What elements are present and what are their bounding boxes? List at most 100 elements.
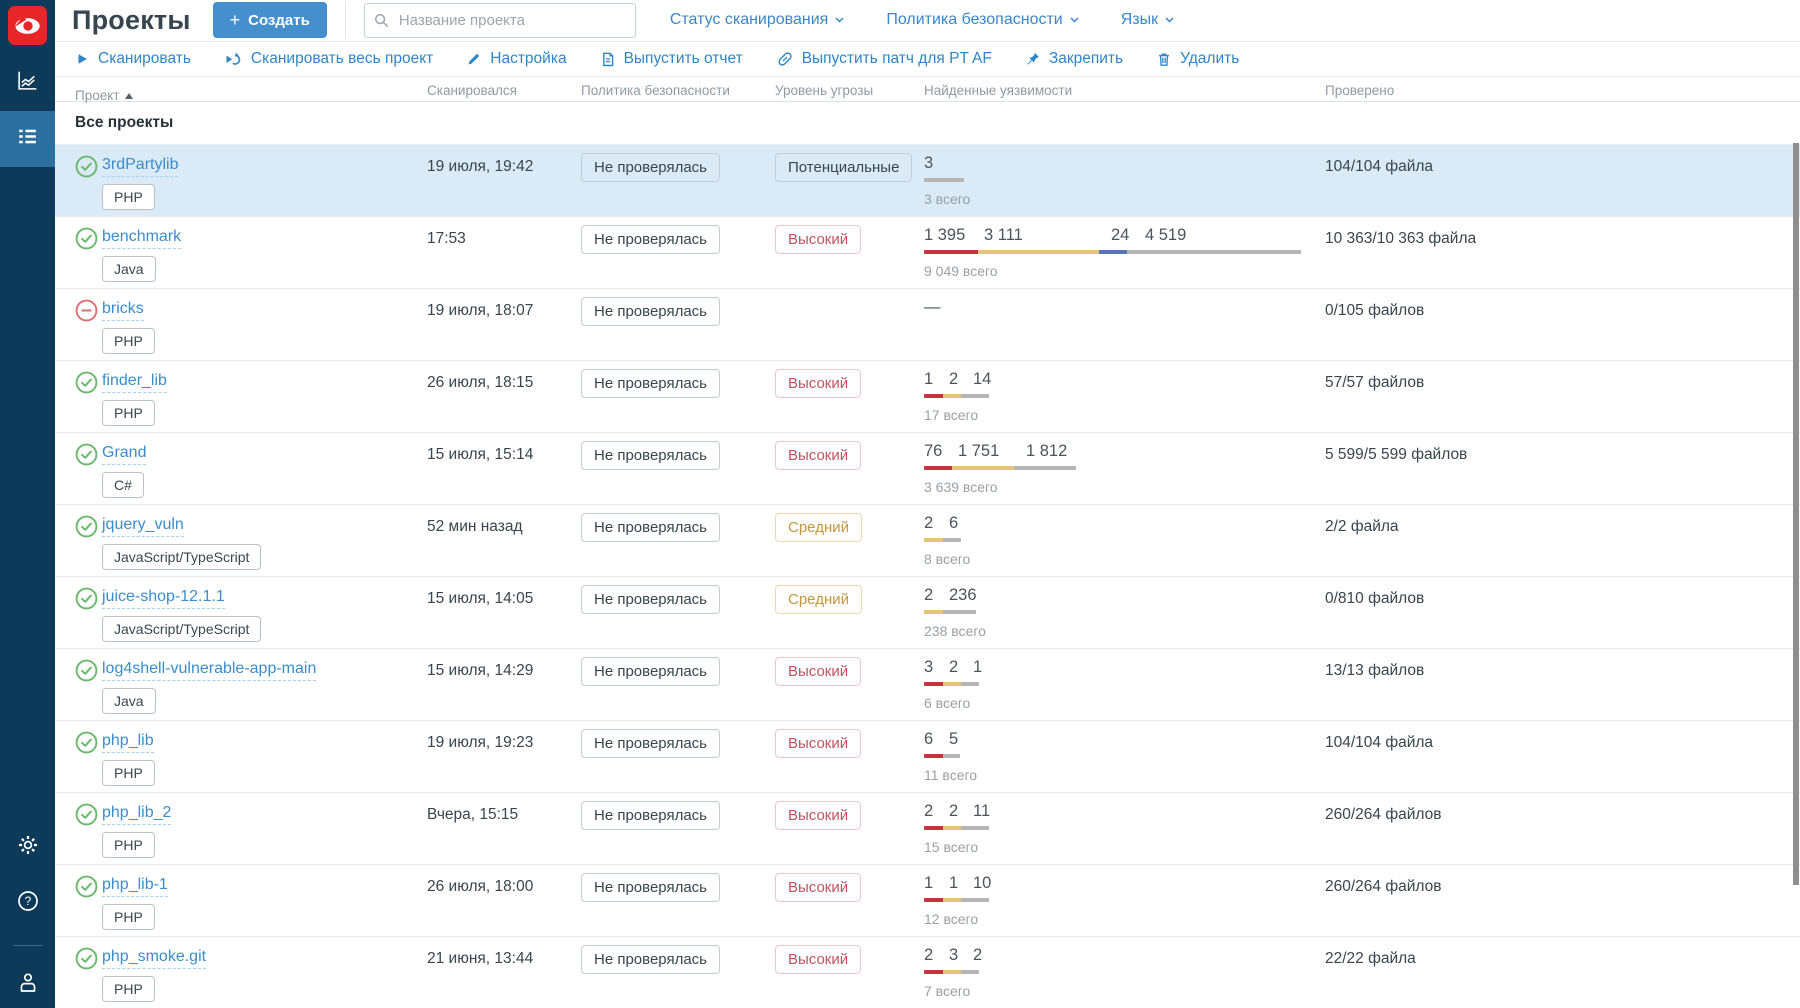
sidebar-item-dashboard[interactable] [0,55,55,111]
filter-label: Язык [1120,11,1159,29]
project-name-link[interactable]: juice-shop-12.1.1 [102,588,225,609]
table-row[interactable]: benchmark Java 17:53 Не проверялась Высо… [55,216,1800,288]
vulnerability-counts: 1 395 3 111 24 4 519 [924,226,1187,244]
vulnerability-bar [924,250,1301,254]
vulnerability-counts: 1 2 14 [924,370,992,388]
sort-asc-icon [125,92,134,99]
column-header-project[interactable]: Проект [55,77,427,103]
column-header-scanned[interactable]: Сканировался [427,82,517,98]
vulnerability-bar [924,682,979,686]
scanned-date: 26 июля, 18:00 [427,878,534,895]
vulnerability-bar [924,466,1076,470]
search-input[interactable] [363,2,636,38]
status-ok-icon [75,371,98,399]
scan-button[interactable]: Сканировать [75,50,191,68]
threat-level-badge: Высокий [775,657,862,686]
scanned-date: 15 июля, 15:14 [427,446,534,463]
threat-level-badge: Высокий [775,225,862,254]
checked-files: 57/57 файлов [1325,374,1425,391]
status-ok-icon [75,731,98,759]
checked-files: 2/2 файла [1325,518,1399,535]
threat-level-badge: Средний [775,513,862,542]
scanned-date: 19 июля, 19:23 [427,734,534,751]
table-row[interactable]: log4shell-vulnerable-app-main Java 15 ию… [55,648,1800,720]
vulnerability-counts: — [924,298,941,316]
checked-files: 5 599/5 599 файлов [1325,446,1468,463]
table-row[interactable]: php_lib-1 PHP 26 июля, 18:00 Не проверял… [55,864,1800,936]
pin-icon [1027,53,1039,65]
sidebar-item-projects[interactable] [0,111,55,167]
table-row[interactable]: php_smoke.git PHP 21 июня, 13:44 Не пров… [55,936,1800,1008]
create-project-button[interactable]: + Создать [212,2,327,39]
project-name-link[interactable]: bricks [102,300,144,321]
project-name-link[interactable]: Grand [102,444,147,465]
vulnerability-counts: 1 1 10 [924,874,992,892]
table-row[interactable]: php_lib PHP 19 июля, 19:23 Не проверялас… [55,720,1800,792]
vulnerability-total: 12 всего [924,911,979,927]
table-row[interactable]: jquery_vuln JavaScript/TypeScript 52 мин… [55,504,1800,576]
scanned-date: 26 июля, 18:15 [427,374,534,391]
scanned-date: 15 июля, 14:05 [427,590,534,607]
column-header-vulnerabilities[interactable]: Найденные уязвимости [924,82,1073,98]
vertical-scrollbar[interactable] [1793,143,1799,885]
checked-files: 0/105 файлов [1325,302,1425,319]
column-header-policy[interactable]: Политика безопасности [581,82,730,98]
project-name-link[interactable]: php_lib [102,732,154,753]
checked-files: 104/104 файла [1325,734,1434,751]
sidebar: ? [0,0,55,1008]
threat-level-badge: Высокий [775,441,862,470]
project-name-link[interactable]: finder_lib [102,372,167,393]
toolbar-label: Выпустить отчет [623,50,743,68]
policy-badge: Не проверялась [581,657,720,686]
table-row[interactable]: bricks PHP 19 июля, 18:07 Не проверялась… [55,288,1800,360]
project-name-link[interactable]: 3rdPartylib [102,156,179,177]
delete-button[interactable]: Удалить [1157,50,1239,68]
filter-label: Политика безопасности [886,11,1063,29]
vulnerability-bar [924,394,989,398]
threat-level-badge: Высокий [775,369,862,398]
column-header-threat-level[interactable]: Уровень угрозы [775,82,874,98]
play-icon [78,54,87,64]
threat-level-badge: Потенциальные [775,153,913,182]
table-row[interactable]: finder_lib PHP 26 июля, 18:15 Не проверя… [55,360,1800,432]
pin-button[interactable]: Закрепить [1026,50,1123,68]
column-header-checked[interactable]: Проверено [1325,82,1395,98]
filter-language[interactable]: Язык [1121,11,1174,29]
vulnerability-bar [924,538,961,542]
project-name-link[interactable]: jquery_vuln [102,516,184,537]
sidebar-item-help[interactable]: ? [0,875,55,931]
pencil-icon [468,53,480,65]
table-row[interactable]: Grand C# 15 июля, 15:14 Не проверялась В… [55,432,1800,504]
scanned-date: 17:53 [427,230,466,247]
table-row[interactable]: php_lib_2 PHP Вчера, 15:15 Не проверялас… [55,792,1800,864]
project-name-link[interactable]: php_lib-1 [102,876,168,897]
generate-report-button[interactable]: Выпустить отчет [601,50,743,68]
sidebar-item-settings[interactable] [0,819,55,875]
filter-security-policy[interactable]: Политика безопасности [886,11,1079,29]
language-chip: JavaScript/TypeScript [102,616,262,642]
group-header-all-projects[interactable]: Все проекты [75,114,174,132]
language-chip: PHP [102,400,155,426]
vulnerability-counts: 3 [924,154,934,172]
scan-whole-project-button[interactable]: Сканировать весь проект [225,50,433,68]
table-row[interactable]: juice-shop-12.1.1 JavaScript/TypeScript … [55,576,1800,648]
sidebar-bottom: ? [0,819,55,1008]
configure-button[interactable]: Настройка [467,50,567,68]
vulnerability-counts: 2 236 [924,586,977,604]
table-row[interactable]: 3rdPartylib PHP 19 июля, 19:42 Не провер… [55,144,1800,216]
settings-icon [16,833,40,862]
project-name-link[interactable]: log4shell-vulnerable-app-main [102,660,317,681]
filter-scan-status[interactable]: Статус сканирования [670,11,845,29]
project-name-link[interactable]: php_smoke.git [102,948,207,969]
project-name-link[interactable]: php_lib_2 [102,804,172,825]
sidebar-divider [12,945,43,946]
sidebar-item-user[interactable] [0,960,55,1008]
threat-level-badge: Высокий [775,945,862,974]
app-logo[interactable] [0,0,55,55]
toolbar-label: Закрепить [1048,50,1124,68]
release-patch-button[interactable]: Выпустить патч для PT AF [777,50,992,68]
project-name-link[interactable]: benchmark [102,228,182,249]
policy-badge: Не проверялась [581,369,720,398]
